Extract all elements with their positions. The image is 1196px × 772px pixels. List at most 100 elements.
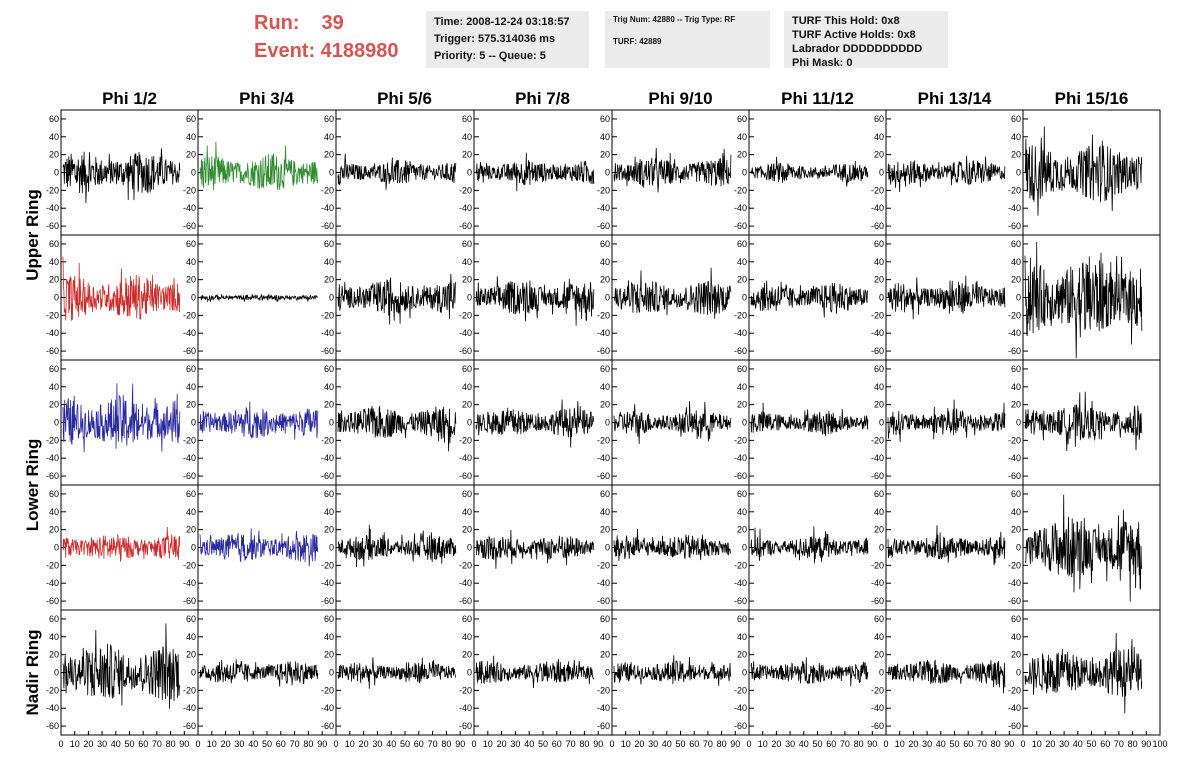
ytick-label: 40 [324,132,334,142]
ytick-label: 20 [737,650,747,660]
ytick-label: 20 [324,275,334,285]
xtick-label: 30 [372,739,382,749]
ytick-label: 20 [600,150,610,160]
ytick-label: 40 [737,632,747,642]
row-title-2: Lower Ring [23,439,42,532]
run-label: Run: 39 [254,12,344,35]
ytick-label: -20 [46,185,59,195]
xtick-label: 60 [1100,739,1110,749]
ytick-label: -40 [1008,203,1021,213]
ytick-label: 40 [462,257,472,267]
ytick-label: 0 [1016,418,1021,428]
ytick-label: -40 [321,203,334,213]
ytick-label: -40 [597,453,610,463]
ytick-label: -40 [734,328,747,338]
ytick-label: 40 [737,257,747,267]
ytick-label: 40 [462,132,472,142]
xtick-label: 90 [317,739,327,749]
ytick-label: -60 [734,596,747,606]
ytick-label: -40 [183,578,196,588]
ytick-label: -20 [1008,435,1021,445]
time-line: Time: 2008-12-24 03:18:57 [434,16,570,28]
waveform-r1-c7 [887,155,1006,193]
ytick-label: -60 [183,471,196,481]
ytick-label: 40 [186,382,196,392]
ytick-label: 60 [600,614,610,624]
ytick-label: -60 [871,221,884,231]
turf-num-line: TURF: 42889 [613,37,662,46]
ytick-label: 60 [874,614,884,624]
ytick-label: -60 [321,346,334,356]
ytick-label: 40 [874,507,884,517]
ytick-label: -60 [871,471,884,481]
ytick-label: 20 [324,650,334,660]
xtick-label: 40 [936,739,946,749]
xtick-label: 40 [386,739,396,749]
ytick-label: -40 [46,203,59,213]
ytick-label: 0 [54,293,59,303]
ytick-label: 0 [1016,543,1021,553]
column-title-7: Phi 13/14 [918,89,992,108]
ytick-label: 20 [324,525,334,535]
ytick-label: -60 [1008,221,1021,231]
waveform-r5-c8 [1024,632,1143,714]
xtick-label: 70 [977,739,987,749]
ytick-label: 40 [600,257,610,267]
ytick-label: 40 [874,132,884,142]
xtick-label: 50 [124,739,134,749]
ytick-label: 60 [737,239,747,249]
xtick-label: 80 [303,739,313,749]
column-title-3: Phi 5/6 [377,89,432,108]
ytick-label: 0 [605,543,610,553]
ytick-label: 60 [324,489,334,499]
xtick-label: 50 [949,739,959,749]
ytick-label: 20 [324,400,334,410]
ytick-label: 60 [186,614,196,624]
ytick-label: 0 [54,418,59,428]
ytick-label: -40 [321,453,334,463]
ytick-label: 40 [186,507,196,517]
ytick-label: 20 [600,650,610,660]
xtick-label: 0 [883,739,888,749]
xtick-label: 80 [579,739,589,749]
waveform-r3-c3 [337,405,457,452]
xtick-label: 90 [455,739,465,749]
column-title-1: Phi 1/2 [102,89,157,108]
xtick-label: 90 [1004,739,1014,749]
ytick-label: 60 [49,239,59,249]
trig-num-line: Trig Num: 42880 -- Trig Type: RF [613,15,736,24]
ytick-label: -40 [871,703,884,713]
ytick-label: -40 [459,328,472,338]
ytick-label: -40 [734,578,747,588]
ytick-label: -60 [321,471,334,481]
run-value: 39 [321,12,344,34]
ytick-label: -20 [1008,310,1021,320]
waveform-r1-c8 [1024,126,1143,216]
ytick-label: 40 [1011,382,1021,392]
ytick-label: -20 [597,310,610,320]
xtick-label: 10 [345,739,355,749]
ytick-label: 40 [1011,257,1021,267]
ytick-label: 60 [737,114,747,124]
waveform-r3-c4 [475,399,595,448]
ytick-label: 20 [737,275,747,285]
xtick-label: 10 [207,739,217,749]
ytick-label: 20 [737,150,747,160]
ytick-label: -20 [459,185,472,195]
ytick-label: 60 [49,489,59,499]
waveform-r5-c3 [337,657,457,689]
ytick-label: -60 [321,721,334,731]
ytick-label: -40 [597,703,610,713]
ytick-label: 40 [600,507,610,517]
waveform-r4-c2 [199,528,319,567]
ytick-label: 0 [191,668,196,678]
xtick-label: 50 [262,739,272,749]
ytick-label: 60 [324,114,334,124]
waveform-r4-c8 [1024,494,1143,602]
ytick-label: 40 [600,382,610,392]
panel-frame-r3-c3 [335,359,475,486]
ytick-label: -40 [734,203,747,213]
ytick-label: 0 [467,293,472,303]
ytick-label: 20 [600,525,610,535]
